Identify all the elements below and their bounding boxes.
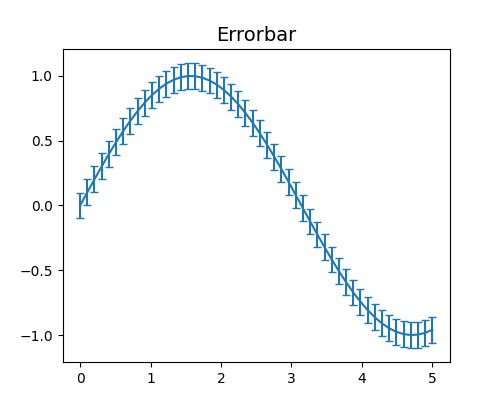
Title: Errorbar: Errorbar	[216, 26, 296, 44]
